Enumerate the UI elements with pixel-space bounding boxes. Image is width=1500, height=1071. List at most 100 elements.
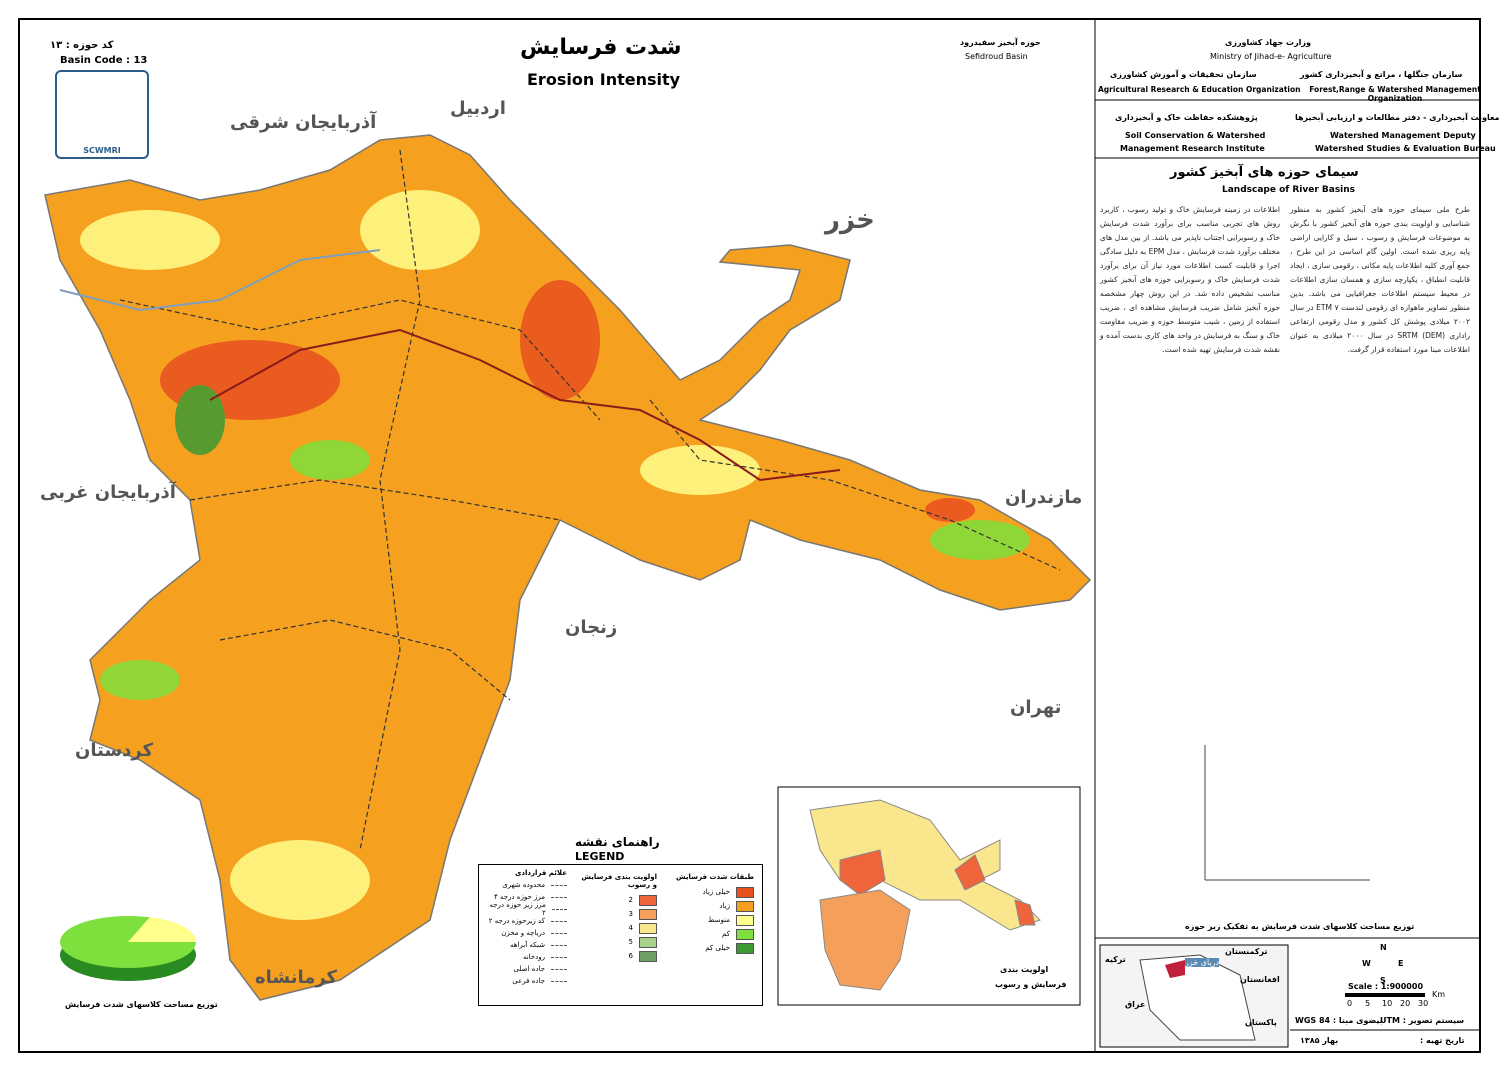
legend-title-en: LEGEND — [575, 850, 625, 863]
bar-caption: توزیع مساحت کلاسهای شدت فرسایش به تفکیک … — [1185, 922, 1415, 931]
basin-location — [1165, 960, 1185, 978]
legend-heading: طبقات شدت فرسایش — [676, 873, 754, 881]
scale-bar — [1345, 993, 1425, 997]
org2-fa: سازمان تحقیقات و آموزش کشاورزی — [1110, 70, 1257, 79]
legend-symbol-icon — [551, 908, 567, 910]
place-label: خزر — [825, 205, 875, 235]
legend-symbol-icon — [551, 980, 567, 982]
legend-symbol-icon — [551, 944, 567, 946]
ministry-fa: وزارت جهاد کشاورزی — [1225, 38, 1312, 47]
legend-symbol: محدوده شهری — [487, 879, 567, 891]
scale-text: Scale : 1:900000 — [1348, 982, 1424, 991]
legend-swatch — [639, 922, 657, 934]
legend-item: 2 — [577, 893, 657, 907]
deputy-en: Watershed Management Deputy — [1330, 131, 1476, 140]
scale-segment — [1345, 993, 1425, 997]
location-label: افغانستان — [1240, 975, 1280, 984]
inset-caption: فرسایش و رسوب — [995, 980, 1067, 989]
legend-swatch — [639, 936, 657, 948]
legend-symbol: جاده اصلی — [487, 963, 567, 975]
pie-slice — [128, 917, 197, 942]
legend-label: خیلی زیاد — [702, 888, 730, 896]
text-column: طرح ملی سیمای حوزه های آبخیز کشور به منظ… — [1290, 205, 1471, 354]
scale-tick: 5 — [1365, 999, 1371, 1008]
legend-symbols: علائم قراردادی محدوده شهری مرز حوزه درجه ۴… — [487, 869, 567, 987]
subbasin — [819, 889, 911, 991]
outer-border — [18, 18, 1481, 1053]
legend-symbol: رودخانه — [487, 951, 567, 963]
legend-swatch — [639, 950, 657, 962]
org2-en: Agricultural Research & Education Organi… — [1098, 85, 1301, 94]
legend-heading: اولویت بندی فرسایش و رسوب — [581, 873, 657, 889]
scale-tick: 20 — [1400, 999, 1411, 1008]
subbasin-boundaries — [119, 149, 1061, 851]
patch — [520, 280, 600, 400]
location-label: ترکیه — [1105, 955, 1126, 964]
boundary — [219, 619, 511, 701]
main-road — [209, 328, 841, 482]
title-fa: شدت فرسایش — [520, 35, 682, 60]
scale-unit: Km — [1432, 990, 1446, 999]
legend-symbol: مرز حوزه درجه ۴ — [487, 891, 567, 903]
legend-label: مرز زیر حوزه درجه ۲ — [489, 901, 546, 917]
legend-swatch — [639, 894, 657, 906]
inset-caption: اولویت بندی — [1000, 965, 1049, 974]
legend-item: زیاد — [659, 899, 754, 913]
boundary — [189, 479, 561, 521]
institute-en: Soil Conservation & Watershed — [1125, 131, 1266, 140]
basin-code-en: Basin Code : 13 — [60, 55, 148, 66]
legend-swatch — [736, 886, 754, 898]
legend-swatch — [736, 914, 754, 926]
date-label: تاریخ تهیه : — [1420, 1036, 1465, 1045]
legend-label: زیاد — [719, 902, 730, 910]
date: بهار ۱۳۸۵ — [1300, 1036, 1339, 1045]
ministry-en: Ministry of Jihad-e- Agriculture — [1210, 52, 1332, 61]
legend-label: 5 — [628, 938, 633, 946]
legend-label: متوسط — [708, 916, 730, 924]
compass-w: W — [1362, 959, 1371, 968]
legend-label: 4 — [628, 924, 633, 932]
pie-chart — [60, 916, 197, 981]
legend-item: 4 — [577, 921, 657, 935]
place-label: اردبیل — [450, 98, 506, 119]
place-label: آذربایجان غربی — [40, 482, 176, 503]
datum: بیضوی مبنا : WGS 84 — [1295, 1016, 1383, 1025]
erosion-patches — [80, 190, 1030, 920]
basin-fa: حوزه آبخیز سفیدرود — [960, 38, 1041, 47]
scale-tick: 0 — [1347, 999, 1353, 1008]
boundary — [119, 299, 601, 421]
legend-erosion: طبقات شدت فرسایش خیلی زیاد زیاد متوسط کم خیلی… — [659, 873, 754, 955]
place-label: کردستان — [75, 740, 154, 761]
legend-item: 6 — [577, 949, 657, 963]
text-column: اطلاعات در زمینه فرسایش خاک و تولید رسوب… — [1100, 205, 1280, 354]
location-label: عراق — [1125, 1000, 1146, 1009]
legend-symbol-icon — [551, 920, 567, 922]
patch — [175, 385, 225, 455]
location-label: پاکستان — [1245, 1018, 1277, 1027]
series-fa: سیمای حوزه های آبخیز کشور — [1170, 165, 1359, 180]
legend-symbol: کد زیرحوزه درجه ۲ — [487, 915, 567, 927]
legend-swatch — [639, 908, 657, 920]
legend-symbol: جاده فرعی — [487, 975, 567, 987]
logo-text: SCWMRI — [83, 146, 121, 155]
place-label: مازندران — [1005, 487, 1083, 508]
legend-label: کد زیرحوزه درجه ۲ — [488, 917, 545, 925]
deputy-fa: معاونت آبخیزداری - دفتر مطالعات و ارزیاب… — [1295, 113, 1500, 122]
basin-code-fa: کد حوزه : ۱۳ — [50, 40, 114, 51]
compass-s: S — [1380, 976, 1386, 985]
river — [59, 249, 381, 312]
patch — [640, 445, 760, 495]
legend-label: جاده اصلی — [513, 965, 545, 973]
legend-label: 3 — [628, 910, 633, 918]
institute-en: Management Research Institute — [1120, 144, 1265, 153]
legend-item: کم — [659, 927, 754, 941]
legend-priority: اولویت بندی فرسایش و رسوب 2 3 4 5 6 — [577, 873, 657, 963]
pie-caption: توزیع مساحت کلاسهای شدت فرسایش — [65, 1000, 218, 1009]
basin-en: Sefidroud Basin — [965, 52, 1028, 61]
legend-symbol-icon — [551, 884, 567, 886]
patch — [925, 498, 975, 522]
patch — [230, 840, 370, 920]
logo: SCWMRI — [55, 70, 149, 159]
